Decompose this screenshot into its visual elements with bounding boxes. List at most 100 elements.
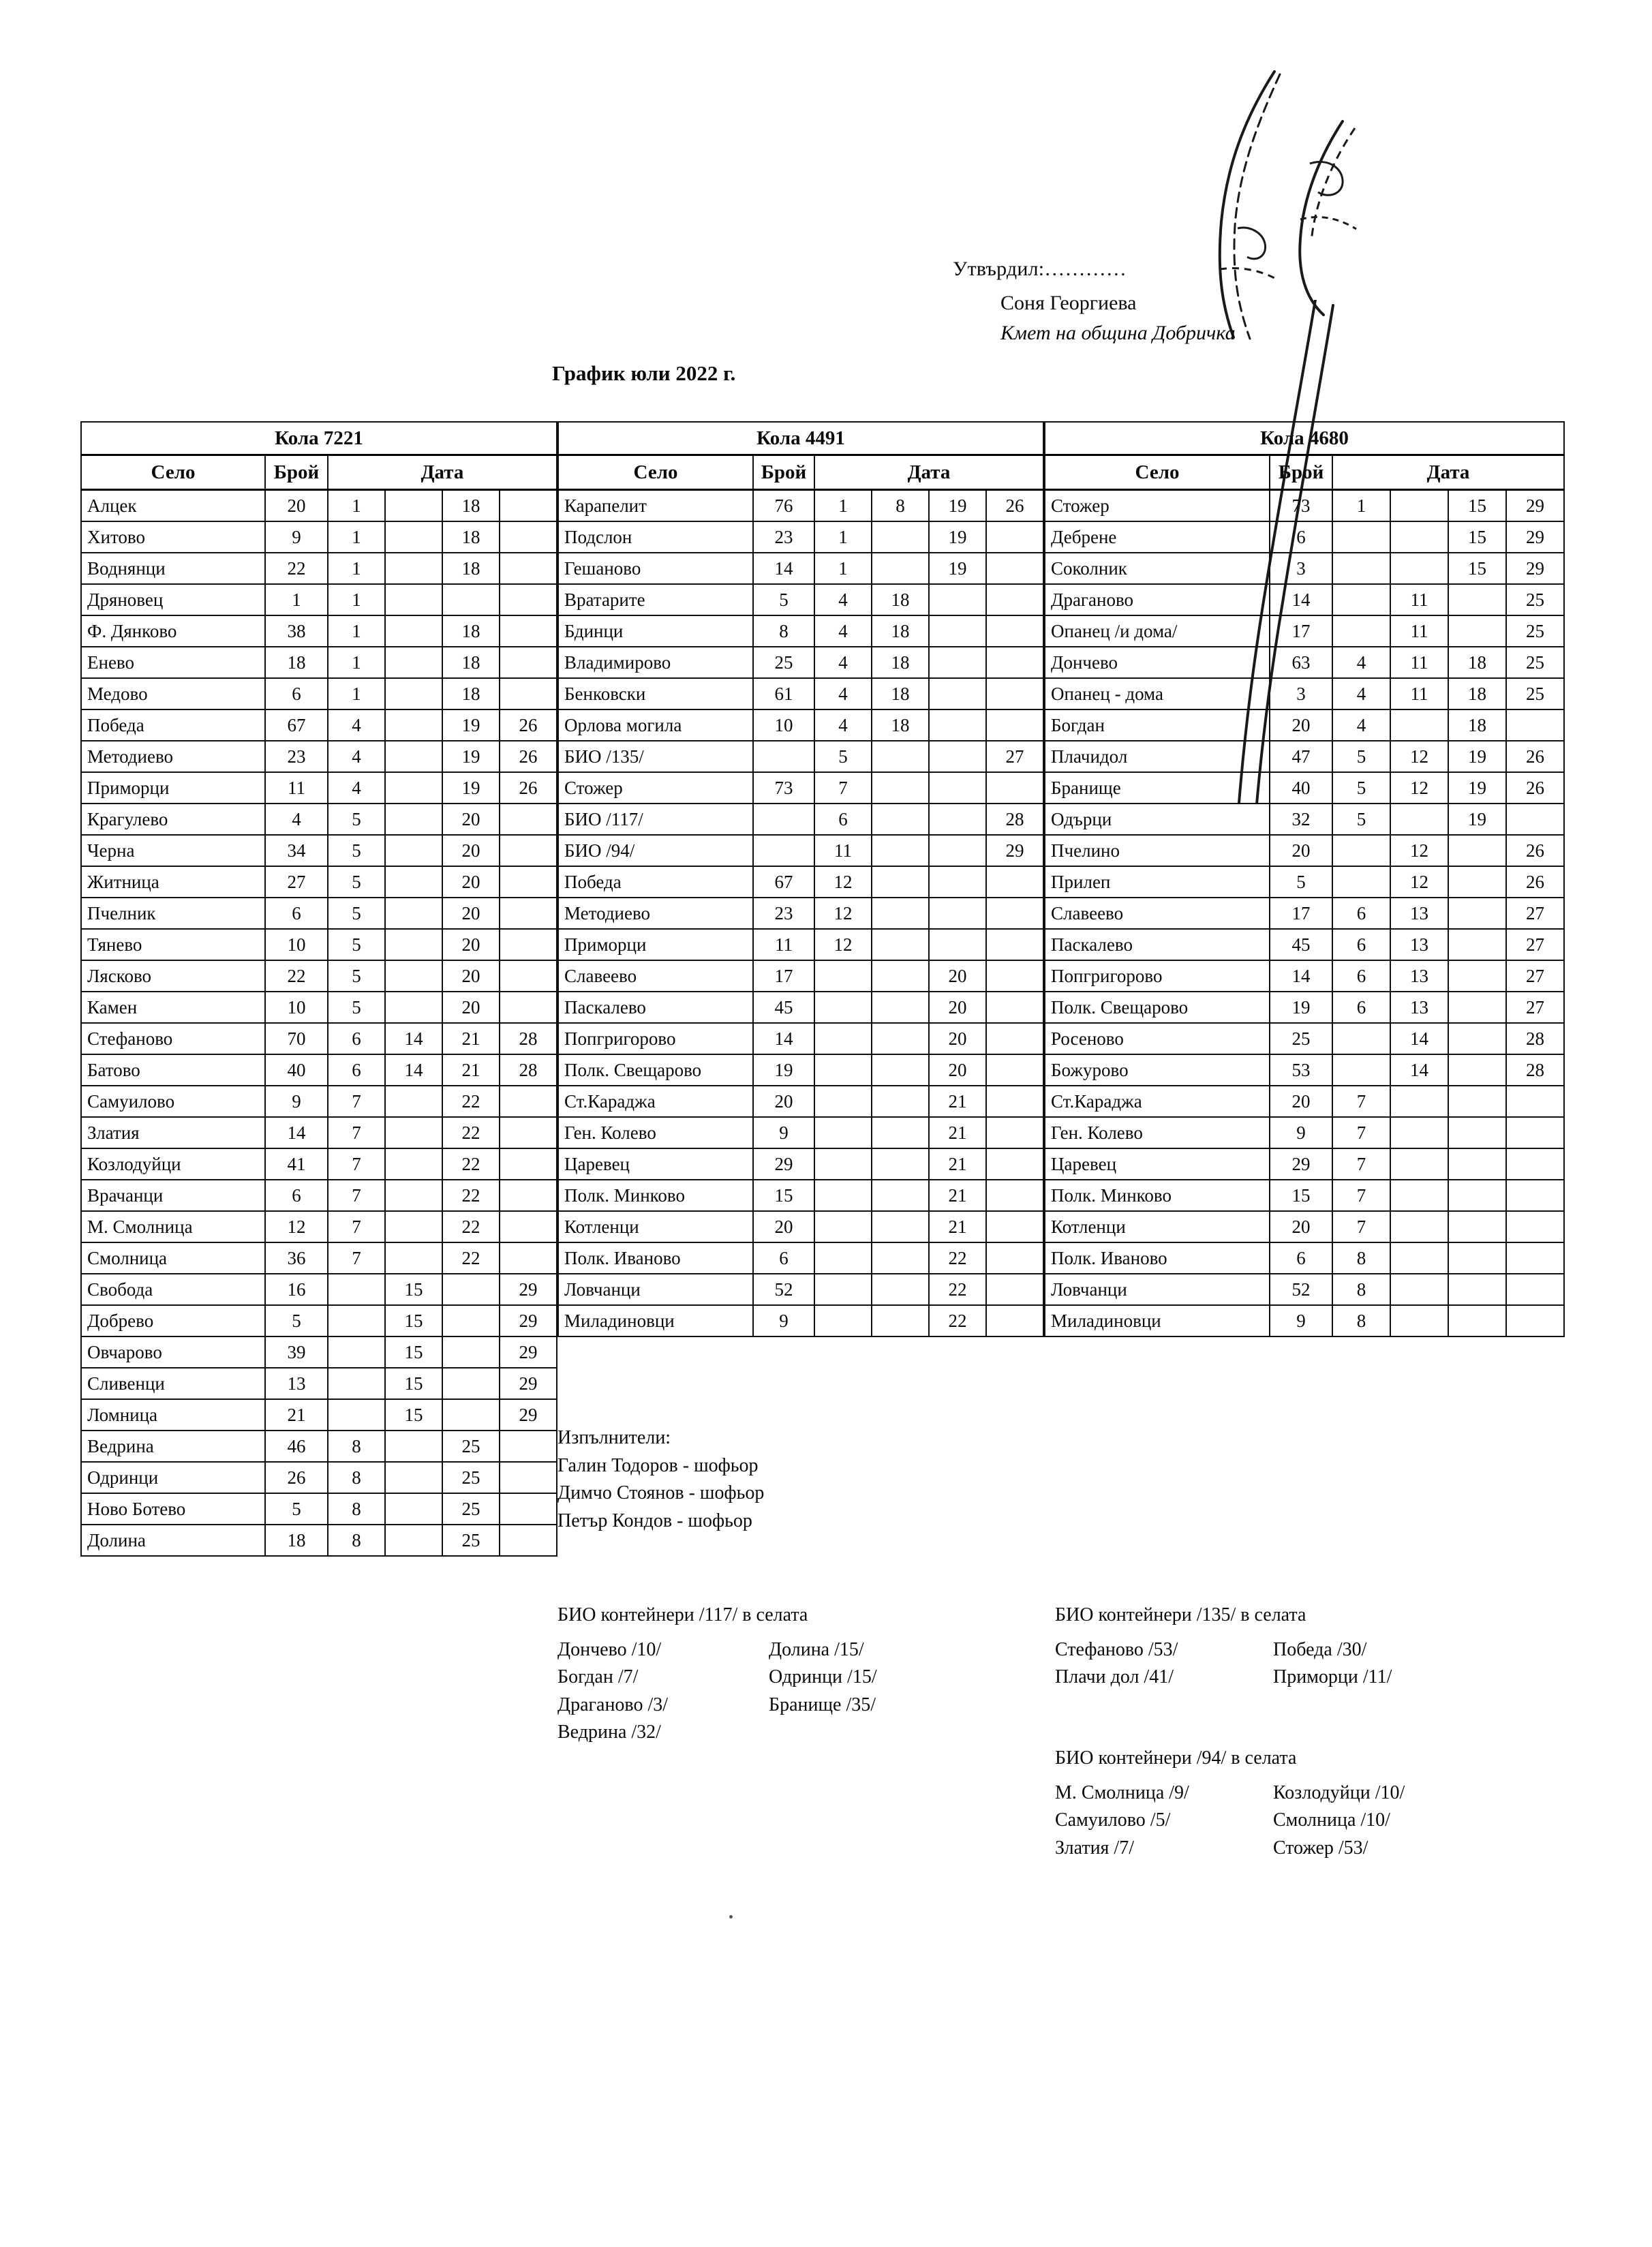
date-cell-3 xyxy=(1448,991,1508,1024)
date-cell-4 xyxy=(498,991,558,1024)
table-row: Крагулево 4 5 20 xyxy=(80,803,558,836)
date-cell-3: 15 xyxy=(1448,521,1508,553)
container-count xyxy=(752,740,816,773)
schedule-tables: Кола 7221 Село Брой Дата Алцек 20 1 18 Хитов… xyxy=(80,421,1572,1557)
bio-pair-row: Златия /7/Стожер /53/ xyxy=(1055,1835,1491,1863)
settlement-name: Полк. Минково xyxy=(557,1179,754,1212)
date-cell-1: 12 xyxy=(814,866,873,898)
date-cell-4: 29 xyxy=(498,1336,558,1369)
settlement-name: Батово xyxy=(80,1054,266,1086)
date-cell-1: 4 xyxy=(1332,709,1392,742)
date-cell-3 xyxy=(1448,928,1508,961)
container-count: 20 xyxy=(1269,1085,1334,1118)
date-cell-2 xyxy=(1390,489,1450,522)
date-cell-2 xyxy=(384,991,443,1024)
container-count: 47 xyxy=(1269,740,1334,773)
date-cell-2 xyxy=(384,866,443,898)
approval-block: Утвърдил:………… Соня Георгиева Кмет на общ… xyxy=(953,258,1375,345)
date-cell-4: 29 xyxy=(498,1398,558,1431)
table-row: Прилеп 5 12 26 xyxy=(1044,866,1565,898)
date-cell-1: 5 xyxy=(1332,803,1392,836)
settlement-name: Ген. Колево xyxy=(1044,1116,1271,1149)
date-cell-3 xyxy=(1448,1022,1508,1055)
container-count: 1 xyxy=(264,583,328,616)
date-cell-1: 4 xyxy=(1332,677,1392,710)
container-count: 67 xyxy=(264,709,328,742)
container-count: 32 xyxy=(1269,803,1334,836)
table-row: Методиево 23 12 xyxy=(557,897,1045,930)
date-cell-1: 8 xyxy=(1332,1242,1392,1274)
date-cell-3 xyxy=(1448,1242,1508,1274)
date-cell-2 xyxy=(384,489,443,522)
table-row: Ген. Колево 9 21 xyxy=(557,1116,1045,1149)
date-cell-1: 6 xyxy=(1332,897,1392,930)
table-row: Орлова могила 10 4 18 xyxy=(557,709,1045,742)
date-cell-3: 18 xyxy=(442,615,500,647)
date-cell-4 xyxy=(498,521,558,553)
bio-village-left: Плачи дол /41/ xyxy=(1055,1666,1174,1688)
date-cell-4 xyxy=(985,1242,1045,1274)
bio-village-left: М. Смолница /9/ xyxy=(1055,1782,1189,1803)
table-row: Паскалево 45 20 xyxy=(557,991,1045,1024)
settlement-name: БИО /135/ xyxy=(557,740,754,773)
date-cell-1: 6 xyxy=(1332,928,1392,961)
settlement-name: Ст.Караджа xyxy=(1044,1085,1271,1118)
date-cell-2: 12 xyxy=(1390,771,1450,804)
date-cell-1: 5 xyxy=(814,740,873,773)
date-cell-3 xyxy=(442,583,500,616)
date-cell-2: 15 xyxy=(384,1336,443,1369)
date-cell-3: 25 xyxy=(442,1524,500,1557)
date-cell-3 xyxy=(1448,1273,1508,1306)
settlement-name: Свобода xyxy=(80,1273,266,1306)
date-cell-4 xyxy=(1505,1273,1565,1306)
date-cell-2: 11 xyxy=(1390,615,1450,647)
column-header-date: Дата xyxy=(1332,454,1565,491)
table-row: Тянево 10 5 20 xyxy=(80,928,558,961)
table-row: Свобода 16 15 29 xyxy=(80,1273,558,1306)
date-cell-2: 12 xyxy=(1390,834,1450,867)
settlement-name: Стожер xyxy=(1044,489,1271,522)
date-cell-3 xyxy=(928,615,988,647)
date-cell-1: 7 xyxy=(1332,1116,1392,1149)
container-count: 20 xyxy=(752,1085,816,1118)
container-count: 10 xyxy=(752,709,816,742)
table-row: Ново Ботево 5 8 25 xyxy=(80,1493,558,1525)
container-count: 14 xyxy=(752,1022,816,1055)
table-row: Ловчанци 52 22 xyxy=(557,1273,1045,1306)
table-row: Миладиновци 9 8 xyxy=(1044,1304,1565,1337)
vehicle-table-4491: Кола 4491 Село Брой Дата Карапелит 76 1 8 19… xyxy=(557,421,1045,1337)
date-cell-2 xyxy=(1390,1242,1450,1274)
settlement-name: Одринци xyxy=(80,1461,266,1494)
settlement-name: Тянево xyxy=(80,928,266,961)
date-cell-2: 18 xyxy=(871,583,930,616)
container-count: 52 xyxy=(752,1273,816,1306)
table-caption: Кола 7221 xyxy=(80,421,558,456)
date-cell-1: 12 xyxy=(814,928,873,961)
date-cell-3 xyxy=(1448,960,1508,992)
date-cell-1: 7 xyxy=(1332,1148,1392,1180)
container-count: 45 xyxy=(1269,928,1334,961)
date-cell-1: 5 xyxy=(327,897,386,930)
bio-pair-row: Драганово /3/Бранище /35/ xyxy=(557,1692,980,1719)
bio-village-right: Приморци /11/ xyxy=(1273,1666,1392,1688)
settlement-name: Добрево xyxy=(80,1304,266,1337)
settlement-name: Орлова могила xyxy=(557,709,754,742)
settlement-name: Камен xyxy=(80,991,266,1024)
date-cell-1 xyxy=(1332,1022,1392,1055)
date-cell-1: 7 xyxy=(814,771,873,804)
date-cell-4: 27 xyxy=(1505,928,1565,961)
date-cell-1: 4 xyxy=(814,583,873,616)
settlement-name: Вратарите xyxy=(557,583,754,616)
settlement-name: Ново Ботево xyxy=(80,1493,266,1525)
date-cell-3: 21 xyxy=(928,1148,988,1180)
settlement-name: Опанец /и дома/ xyxy=(1044,615,1271,647)
bio-village-left: Самуилово /5/ xyxy=(1055,1809,1171,1831)
date-cell-3: 20 xyxy=(442,803,500,836)
settlement-name: Соколник xyxy=(1044,552,1271,585)
settlement-name: Полк. Свещарово xyxy=(1044,991,1271,1024)
date-cell-4 xyxy=(498,615,558,647)
settlement-name: Славеево xyxy=(557,960,754,992)
date-cell-1 xyxy=(327,1304,386,1337)
table-row: Камен 10 5 20 xyxy=(80,991,558,1024)
table-body: Алцек 20 1 18 Хитово 9 1 18 Воднянци 22 1 18 Дрянове… xyxy=(80,489,558,1557)
